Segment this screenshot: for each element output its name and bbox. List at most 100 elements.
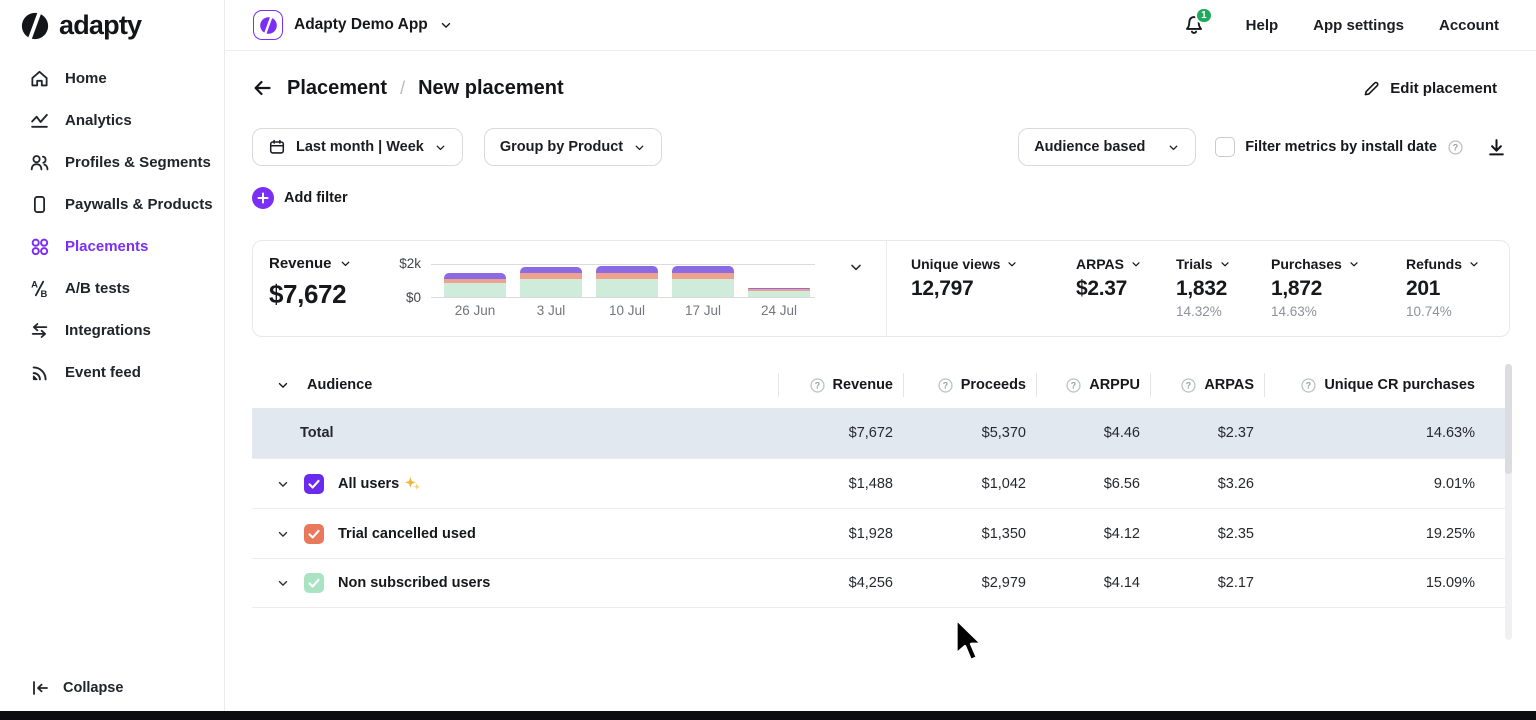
audience-based-dropdown[interactable]: Audience based [1018,128,1196,166]
help-tooltip-icon[interactable] [809,377,826,394]
page-title: New placement [418,77,564,100]
sidebar-item-label: Analytics [65,112,132,129]
scrollbar-thumb[interactable] [1505,364,1512,474]
notifications-bell[interactable]: 1 [1183,14,1205,36]
sidebar-collapse-button[interactable]: Collapse [30,678,123,698]
cell-arppu: $4.14 [1036,575,1150,591]
summary-card: Revenue $7,672 $2k $0 26 Jun3 Jul10 Jul1… [252,240,1510,337]
metric-sub-value: 14.32% [1176,304,1271,319]
metric-value: 1,872 [1271,277,1406,301]
breadcrumb-parent[interactable]: Placement [287,77,387,100]
x-axis-tick-label: 26 Jun [444,303,506,318]
chevron-down-icon [276,378,290,392]
collapse-icon [30,678,50,698]
check-icon [305,574,323,592]
metric-sub-value: 14.63% [1271,304,1406,319]
bar-segment [672,279,734,297]
sidebar-item-integrations[interactable]: Integrations [0,309,224,351]
cell-proceeds: $1,350 [903,526,1036,542]
help-tooltip-icon[interactable] [1065,377,1082,394]
row-checkbox[interactable] [304,573,324,593]
back-arrow-icon[interactable] [252,77,274,99]
sidebar-item-profiles-segments[interactable]: Profiles & Segments [0,141,224,183]
chevron-down-icon [439,18,453,32]
account-link[interactable]: Account [1439,17,1499,34]
help-tooltip-icon[interactable] [1447,139,1464,156]
metric-dropdown[interactable]: Refunds [1406,256,1509,272]
date-range-value: Last month | Week [296,139,424,155]
audience-name: Non subscribed users [338,575,490,591]
adapty-logo[interactable]: adapty [20,10,141,41]
revenue-metric-dropdown[interactable]: Revenue [269,255,352,272]
metric-trials: Trials 1,832 14.32% [1176,256,1271,336]
sidebar-item-event-feed[interactable]: Event feed [0,351,224,393]
sidebar-item-analytics[interactable]: Analytics [0,99,224,141]
bar-segment [748,291,810,297]
help-tooltip-icon[interactable] [937,377,954,394]
phone-icon [29,194,50,215]
chevron-down-icon [434,141,447,154]
cell-arppu: $4.12 [1036,526,1150,542]
chart-collapse-chevron-icon[interactable] [848,259,864,275]
row-expand-chevron-icon[interactable] [276,576,290,590]
metric-dropdown[interactable]: Unique views [911,256,1076,272]
bar-segment [672,266,734,273]
cell-unique-cr: 14.63% [1264,425,1510,441]
sidebar-item-ab-tests[interactable]: A/B tests [0,267,224,309]
help-link[interactable]: Help [1246,17,1279,34]
cell-arppu: $6.56 [1036,476,1150,492]
sparkles-icon [405,477,420,490]
group-by-dropdown[interactable]: Group by Product [484,128,662,166]
sidebar: adapty Home Analytics Profiles & Segment… [0,0,225,720]
install-date-filter[interactable]: Filter metrics by install date [1215,137,1464,157]
placements-grid-icon [29,236,50,257]
cell-revenue: $7,672 [778,425,903,441]
metric-dropdown[interactable]: ARPAS [1076,256,1176,272]
sidebar-item-home[interactable]: Home [0,57,224,99]
bar-segment [444,283,506,297]
row-checkbox[interactable] [304,474,324,494]
audience-table: Audience Revenue Proceeds ARPPU ARPAS Un… [252,362,1510,608]
row-expand-chevron-icon[interactable] [276,477,290,491]
proceeds-column-header: Proceeds [903,362,1036,408]
swap-arrows-icon [29,320,50,341]
bar-26-jun [444,265,506,297]
metric-label: Purchases [1271,256,1342,272]
app-settings-link[interactable]: App settings [1313,17,1404,34]
cell-unique-cr: 19.25% [1264,526,1510,542]
analytics-icon [29,110,50,131]
column-header-label: ARPAS [1204,377,1254,393]
help-tooltip-icon[interactable] [1300,377,1317,394]
sidebar-item-paywalls-products[interactable]: Paywalls & Products [0,183,224,225]
help-tooltip-icon[interactable] [1180,377,1197,394]
date-range-dropdown[interactable]: Last month | Week [252,128,463,166]
row-checkbox[interactable] [304,524,324,544]
row-expand-chevron-icon[interactable] [276,527,290,541]
bar-3-jul [520,265,582,297]
vertical-scrollbar[interactable] [1505,364,1512,640]
audience-column-header[interactable]: Audience [252,377,778,393]
metric-value: $2.37 [1076,277,1176,301]
total-label: Total [252,425,778,441]
sidebar-item-label: Integrations [65,322,151,339]
metric-purchases: Purchases 1,872 14.63% [1271,256,1406,336]
app-icon [253,10,283,40]
metric-dropdown[interactable]: Purchases [1271,256,1406,272]
add-filter-button[interactable]: Add filter [252,187,348,209]
add-filter-label: Add filter [284,190,348,206]
metric-sub-value: 10.74% [1406,304,1509,319]
metric-label: Unique views [911,256,1000,272]
bar-segment [596,279,658,297]
download-icon[interactable] [1486,137,1507,158]
app-switcher[interactable]: Adapty Demo App [253,10,453,40]
sidebar-item-placements[interactable]: Placements [0,225,224,267]
revenue-value: $7,672 [269,279,346,310]
metric-dropdown[interactable]: Trials [1176,256,1271,272]
install-date-checkbox[interactable] [1215,137,1235,157]
notification-badge: 1 [1195,7,1213,24]
pencil-icon [1362,79,1381,98]
edit-placement-button[interactable]: Edit placement [1362,79,1497,98]
cell-arpas: $2.37 [1150,425,1264,441]
topbar-right: 1 Help App settings Account [1183,14,1499,36]
column-header-label: Unique CR purchases [1324,377,1475,393]
